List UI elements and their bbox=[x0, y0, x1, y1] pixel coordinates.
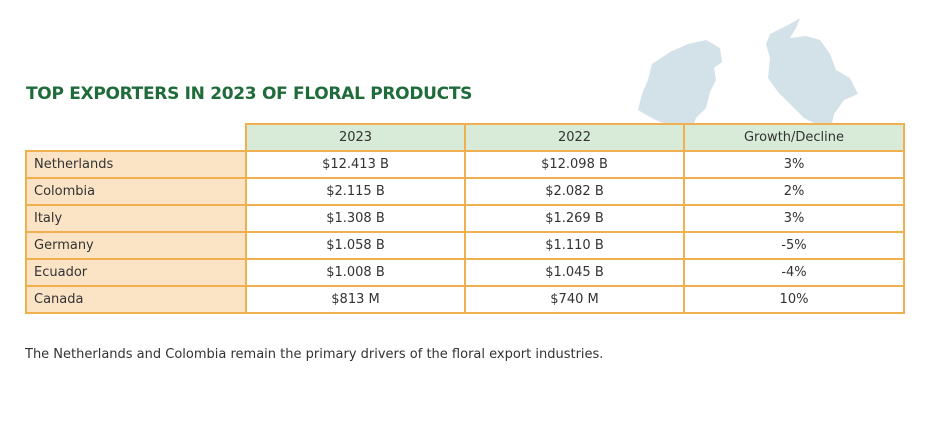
country-name: Netherlands bbox=[25, 150, 247, 179]
country-name: Ecuador bbox=[25, 258, 247, 287]
growth-value: 3% bbox=[683, 204, 905, 233]
value-2022: $1.045 B bbox=[464, 258, 685, 287]
value-2022: $1.110 B bbox=[464, 231, 685, 260]
value-2022: $2.082 B bbox=[464, 177, 685, 206]
growth-value: 3% bbox=[683, 150, 905, 179]
colombia-map-icon bbox=[766, 18, 858, 132]
country-name: Germany bbox=[25, 231, 247, 260]
netherlands-map-icon bbox=[638, 40, 722, 140]
value-2022: $1.269 B bbox=[464, 204, 685, 233]
column-header-2023: 2023 bbox=[245, 123, 466, 152]
table-row: Ecuador $1.008 B $1.045 B -4% bbox=[25, 258, 905, 287]
value-2023: $1.058 B bbox=[245, 231, 466, 260]
growth-value: -5% bbox=[683, 231, 905, 260]
value-2023: $12.413 B bbox=[245, 150, 466, 179]
growth-value: -4% bbox=[683, 258, 905, 287]
country-maps bbox=[638, 18, 858, 140]
value-2022: $12.098 B bbox=[464, 150, 685, 179]
country-name: Canada bbox=[25, 285, 247, 314]
country-name: Italy bbox=[25, 204, 247, 233]
value-2023: $813 M bbox=[245, 285, 466, 314]
column-header-growth: Growth/Decline bbox=[683, 123, 905, 152]
value-2023: $2.115 B bbox=[245, 177, 466, 206]
column-header-2022: 2022 bbox=[464, 123, 685, 152]
value-2023: $1.308 B bbox=[245, 204, 466, 233]
value-2022: $740 M bbox=[464, 285, 685, 314]
table-row: Netherlands $12.413 B $12.098 B 3% bbox=[25, 150, 905, 179]
value-2023: $1.008 B bbox=[245, 258, 466, 287]
table-row: Italy $1.308 B $1.269 B 3% bbox=[25, 204, 905, 233]
page-title: TOP EXPORTERS IN 2023 OF FLORAL PRODUCTS bbox=[26, 84, 473, 104]
table-row: Canada $813 M $740 M 10% bbox=[25, 285, 905, 314]
corner-cell bbox=[26, 124, 247, 152]
exports-table: 2023 2022 Growth/Decline Netherlands $12… bbox=[25, 123, 905, 314]
growth-value: 10% bbox=[683, 285, 905, 314]
growth-value: 2% bbox=[683, 177, 905, 206]
footnote: The Netherlands and Colombia remain the … bbox=[25, 347, 604, 362]
table-row: Colombia $2.115 B $2.082 B 2% bbox=[25, 177, 905, 206]
header-row: 2023 2022 Growth/Decline bbox=[26, 123, 905, 152]
country-name: Colombia bbox=[25, 177, 247, 206]
table-row: Germany $1.058 B $1.110 B -5% bbox=[25, 231, 905, 260]
